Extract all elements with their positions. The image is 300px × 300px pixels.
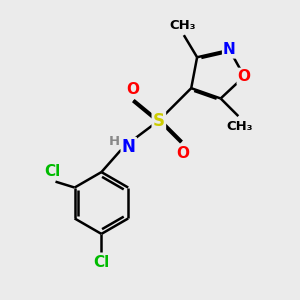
- Text: Cl: Cl: [44, 164, 61, 179]
- Text: O: O: [176, 146, 189, 160]
- Text: O: O: [238, 69, 251, 84]
- Text: N: N: [223, 42, 236, 57]
- Text: O: O: [126, 82, 139, 97]
- Text: N: N: [122, 138, 136, 156]
- Text: CH₃: CH₃: [169, 19, 196, 32]
- Text: CH₃: CH₃: [226, 120, 253, 133]
- Text: H: H: [109, 135, 120, 148]
- Text: Cl: Cl: [93, 254, 110, 269]
- Text: S: S: [153, 112, 165, 130]
